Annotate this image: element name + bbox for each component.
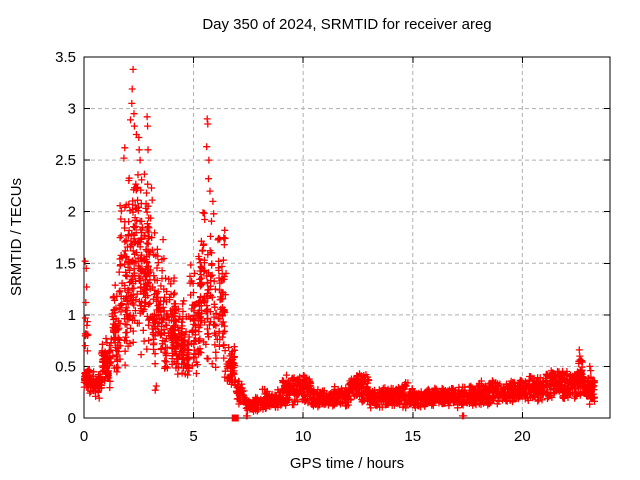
y-tick-label: 3.5 [55, 49, 76, 66]
x-tick-label: 0 [80, 428, 88, 445]
axis-frame [83, 56, 611, 419]
scatter-points [80, 65, 598, 420]
zero-cluster-marker [231, 414, 239, 422]
x-axis-label: GPS time / hours [289, 455, 405, 472]
x-tick-label: 15 [404, 428, 421, 445]
y-tick-label: 2.5 [55, 152, 76, 169]
y-tick-label: 0.5 [55, 358, 76, 375]
x-tick-label: 20 [514, 428, 531, 445]
y-tick-label: 3 [68, 101, 76, 118]
chart-title: Day 350 of 2024, SRMTID for receiver are… [202, 16, 492, 33]
y-tick-label: 1.5 [55, 255, 76, 272]
axis-ticks [83, 56, 610, 419]
y-tick-label: 1 [68, 307, 76, 324]
y-tick-label: 2 [68, 204, 76, 221]
y-tick-label: 0 [68, 410, 76, 427]
x-tick-label: 10 [295, 428, 312, 445]
x-tick-label: 5 [189, 428, 197, 445]
